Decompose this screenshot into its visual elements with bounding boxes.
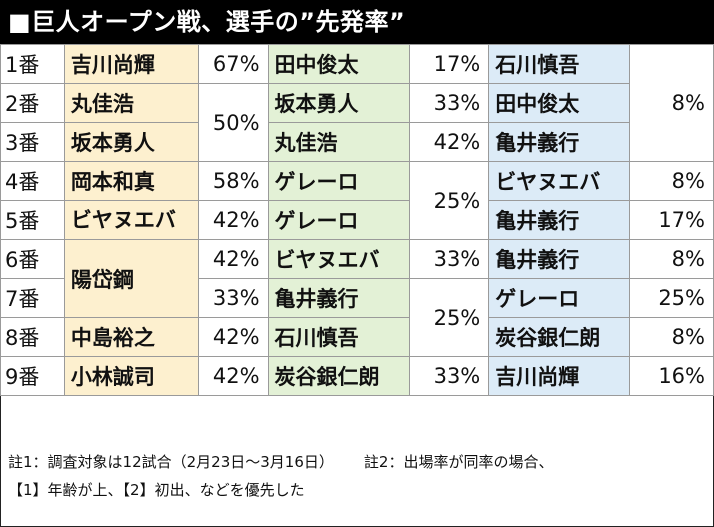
- start-rate: 42%: [197, 239, 269, 279]
- player-name: ゲレーロ: [488, 278, 631, 318]
- table-row: 9番 小林誠司 42% 炭谷銀仁朗 33% 吉川尚輝 16%: [0, 356, 714, 396]
- start-rate: 8%: [629, 161, 714, 201]
- table-row: 1番 吉川尚輝 67% 田中俊太 17% 石川慎吾 8%: [0, 44, 714, 162]
- player-name: ゲレーロ: [267, 200, 411, 240]
- batting-order: 8番: [0, 317, 65, 357]
- player-name: 岡本和真: [63, 161, 199, 201]
- table-row: 3番 坂本勇人 丸佳浩 42% 亀井義行: [0, 122, 714, 162]
- table-row: 6番 陽岱鋼 42% ビヤヌエバ 33% 亀井義行 8%: [0, 239, 714, 318]
- start-rate: 17%: [629, 200, 714, 240]
- player-name: 石川慎吾: [267, 317, 411, 357]
- player-name: 田中俊太: [267, 44, 411, 84]
- start-rate: 8%: [629, 44, 714, 162]
- player-name: ビヤヌエバ: [63, 200, 199, 240]
- player-name: 小林誠司: [63, 356, 199, 396]
- player-name: 亀井義行: [488, 200, 631, 240]
- start-rate: 42%: [197, 317, 269, 357]
- start-rate: 8%: [629, 317, 714, 357]
- player-name: 中島裕之: [63, 317, 199, 357]
- batting-order: 9番: [0, 356, 65, 396]
- player-name: 丸佳浩: [267, 122, 411, 162]
- player-name: 陽岱鋼: [63, 239, 199, 318]
- batting-order: 2番: [0, 83, 65, 123]
- player-name: 吉川尚輝: [63, 44, 199, 84]
- table-row: 2番 丸佳浩 50% 坂本勇人 33% 田中俊太: [0, 83, 714, 162]
- start-rate: 58%: [197, 161, 269, 201]
- player-name: ビヤヌエバ: [488, 161, 631, 201]
- batting-order: 5番: [0, 200, 65, 240]
- start-rate: 25%: [629, 278, 714, 318]
- start-rate: 42%: [197, 200, 269, 240]
- player-name: 石川慎吾: [488, 44, 631, 84]
- batting-order: 7番: [0, 278, 65, 318]
- batting-order: 3番: [0, 122, 65, 162]
- batting-order: 6番: [0, 239, 65, 279]
- start-rate: 25%: [409, 161, 490, 240]
- player-name: 坂本勇人: [267, 83, 411, 123]
- start-rate: 8%: [629, 239, 714, 279]
- start-rate: 33%: [409, 239, 490, 279]
- footnote-2: 註2：出場率が同率の場合、: [363, 453, 554, 471]
- player-name: 亀井義行: [267, 278, 411, 318]
- start-rate: 42%: [197, 356, 269, 396]
- start-rate: 67%: [197, 44, 269, 84]
- start-rate: 17%: [409, 44, 490, 84]
- player-name: ビヤヌエバ: [267, 239, 411, 279]
- batting-order: 4番: [0, 161, 65, 201]
- player-name: 田中俊太: [488, 83, 631, 123]
- player-name: 炭谷銀仁朗: [488, 317, 631, 357]
- start-rate: 42%: [409, 122, 490, 162]
- table-row: 5番 ビヤヌエバ 42% ゲレーロ 亀井義行 17%: [0, 200, 714, 240]
- player-name: 坂本勇人: [63, 122, 199, 162]
- start-rate: 50%: [197, 83, 269, 162]
- start-rate: 25%: [409, 278, 490, 357]
- start-rate: 33%: [197, 278, 269, 318]
- lineup-table: 1番 吉川尚輝 67% 田中俊太 17% 石川慎吾 8% 2番 丸佳浩 50% …: [0, 44, 714, 396]
- player-name: 丸佳浩: [63, 83, 199, 123]
- player-name: ゲレーロ: [267, 161, 411, 201]
- player-name: 亀井義行: [488, 239, 631, 279]
- batting-order: 1番: [0, 44, 65, 84]
- table-row: 4番 岡本和真 58% ゲレーロ 25% ビヤヌエバ 8%: [0, 161, 714, 240]
- table-row: 8番 中島裕之 42% 石川慎吾 炭谷銀仁朗 8%: [0, 317, 714, 357]
- footnote-line: 註1：調査対象は12試合（2月23日～3月16日） 註2：出場率が同率の場合、: [8, 448, 708, 476]
- footnotes: 註1：調査対象は12試合（2月23日～3月16日） 註2：出場率が同率の場合、 【…: [8, 448, 708, 504]
- start-rate: 16%: [629, 356, 714, 396]
- start-rate: 33%: [409, 83, 490, 123]
- player-name: 亀井義行: [488, 122, 631, 162]
- table-row: 7番 33% 亀井義行 25% ゲレーロ 25%: [0, 278, 714, 357]
- footnote-line: 【1】年齢が上、【2】初出、などを優先した: [8, 476, 708, 504]
- start-rate: 33%: [409, 356, 490, 396]
- footnote-2-detail: 【1】年齢が上、【2】初出、などを優先した: [8, 481, 305, 499]
- footnote-1: 註1：調査対象は12試合（2月23日～3月16日）: [8, 453, 334, 471]
- player-name: 炭谷銀仁朗: [267, 356, 411, 396]
- player-name: 吉川尚輝: [488, 356, 631, 396]
- page-title: ■巨人オープン戦、選手の”先発率”: [0, 0, 714, 44]
